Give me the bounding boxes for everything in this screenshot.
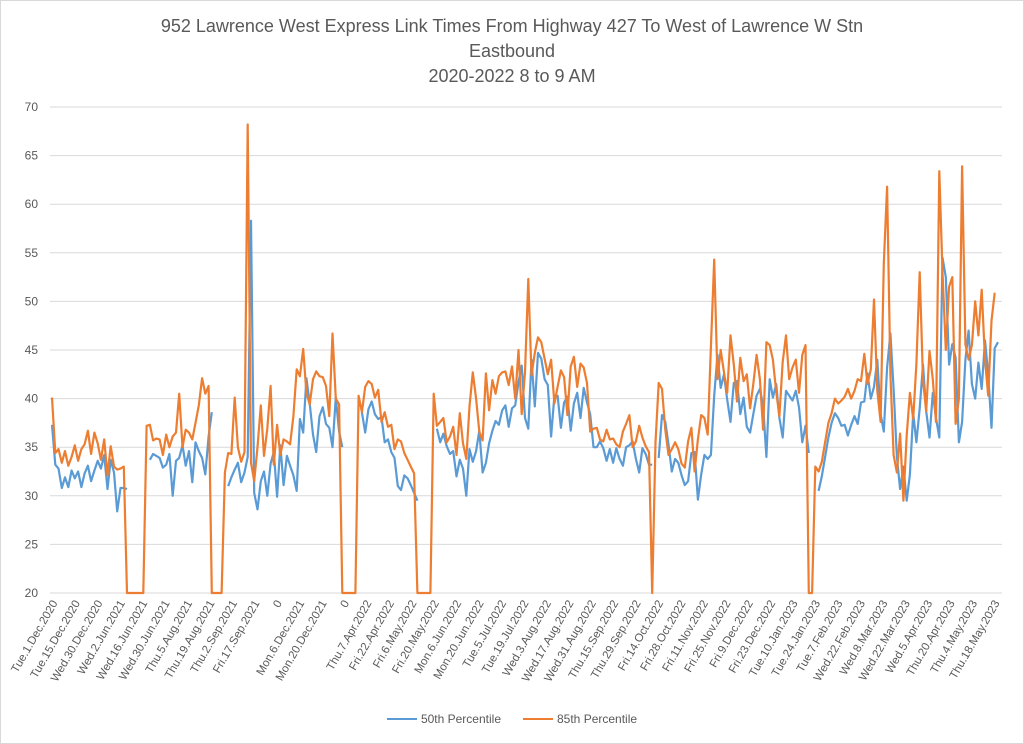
y-tick-label: 35 (25, 440, 39, 454)
y-tick-label: 20 (25, 586, 39, 600)
y-tick-label: 55 (25, 246, 39, 260)
y-tick-label: 65 (25, 149, 39, 163)
legend-label-50th: 50th Percentile (420, 712, 501, 726)
x-axis-ticks: Tue.1.Dec.2020Tue.15.Dec.2020Wed.30.Dec.… (10, 599, 1003, 685)
legend-swatch-85th (523, 718, 553, 720)
y-tick-label: 25 (25, 537, 39, 551)
series-line-50th-percentile (50, 219, 999, 513)
chart-title: 952 Lawrence West Express Link Times Fro… (160, 16, 864, 36)
legend-label-85th: 85th Percentile (557, 712, 638, 726)
chart-subtitle-direction: Eastbound (468, 41, 556, 61)
legend-item-50th: 50th Percentile (386, 712, 501, 726)
y-tick-label: 50 (25, 294, 39, 308)
y-tick-label: 60 (25, 197, 39, 211)
x-tick-label: 0 (339, 599, 353, 611)
series-line-85th-percentile (50, 123, 996, 595)
legend-item-85th: 85th Percentile (523, 712, 637, 726)
y-tick-label: 45 (25, 343, 39, 357)
y-tick-label: 40 (25, 392, 39, 406)
chart-subtitle-period: 2020-2022 8 to 9 AM (428, 66, 596, 86)
y-tick-label: 70 (25, 100, 39, 114)
y-tick-label: 30 (25, 489, 39, 503)
legend-swatch-50th (386, 718, 417, 720)
series-lines (50, 123, 999, 595)
y-axis-ticks: 20 25 30 35 40 45 50 55 60 65 70 (25, 100, 39, 600)
x-tick-label: 0 (271, 599, 285, 611)
legend: 50th Percentile 85th Percentile (0, 712, 1024, 726)
